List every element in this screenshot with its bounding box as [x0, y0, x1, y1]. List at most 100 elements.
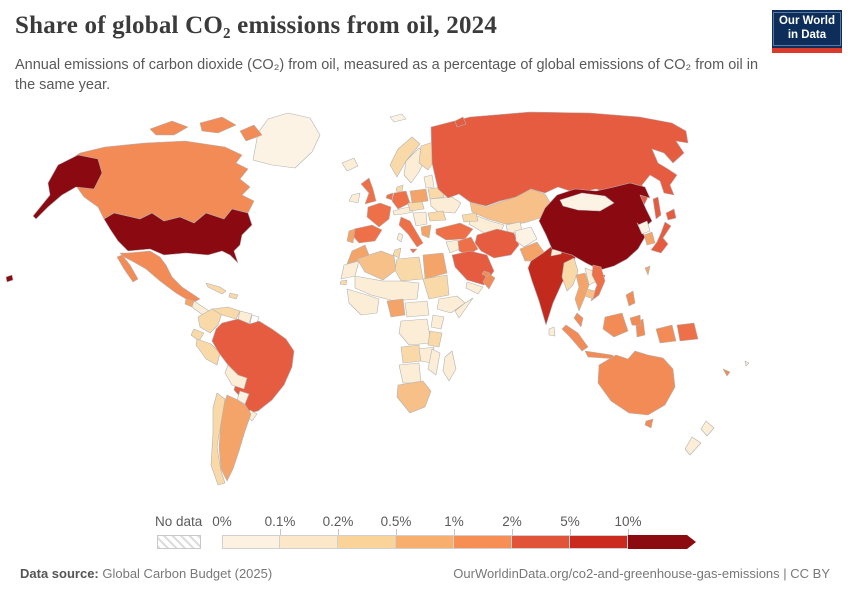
- country-egypt[interactable]: [422, 252, 448, 280]
- legend-bin-4[interactable]: [454, 535, 512, 549]
- country-north-korea[interactable]: [637, 220, 651, 235]
- country-south-korea[interactable]: [643, 231, 656, 246]
- country-philippines-mindanao[interactable]: [629, 314, 642, 327]
- credit-link[interactable]: OurWorldinData.org/co2-and-greenhouse-ga…: [453, 566, 830, 581]
- country-new-zealand-north[interactable]: [700, 420, 715, 437]
- country-venezuela[interactable]: [211, 306, 241, 320]
- legend-bin-5[interactable]: [512, 535, 570, 549]
- country-mali-niger-chad[interactable]: [354, 275, 420, 302]
- country-norway[interactable]: [389, 136, 421, 178]
- country-mongolia[interactable]: [559, 192, 615, 212]
- country-new-caledonia[interactable]: [722, 368, 731, 377]
- country-senegal[interactable]: [339, 279, 348, 286]
- country-russia[interactable]: [430, 111, 689, 208]
- country-ukraine[interactable]: [429, 196, 462, 214]
- country-tunisia[interactable]: [392, 247, 402, 259]
- country-australia[interactable]: [597, 350, 676, 416]
- country-cuba[interactable]: [205, 282, 227, 295]
- country-canada-arctic-island[interactable]: [149, 120, 189, 136]
- country-ethiopia[interactable]: [436, 295, 466, 314]
- country-mexico[interactable]: [119, 250, 201, 304]
- country-baltics[interactable]: [423, 174, 435, 189]
- country-malaysia-borneo[interactable]: [602, 312, 629, 338]
- country-yemen[interactable]: [465, 281, 484, 295]
- country-romania-bulgaria[interactable]: [427, 210, 447, 222]
- country-sri-lanka[interactable]: [548, 326, 556, 337]
- country-kenya[interactable]: [430, 314, 445, 330]
- country-bolivia[interactable]: [224, 364, 248, 390]
- country-indonesia-sumatra[interactable]: [561, 324, 589, 352]
- country-spain[interactable]: [351, 224, 383, 244]
- country-japan[interactable]: [650, 221, 672, 254]
- country-chile[interactable]: [210, 392, 226, 486]
- country-russia-novaya-zemlya[interactable]: [454, 116, 467, 128]
- country-fiji[interactable]: [744, 360, 750, 367]
- country-caucasus[interactable]: [461, 212, 479, 223]
- country-portugal[interactable]: [346, 228, 356, 244]
- country-iceland[interactable]: [341, 157, 359, 172]
- country-indonesia-papua[interactable]: [655, 324, 677, 344]
- country-italy[interactable]: [398, 216, 424, 248]
- legend-bin-6[interactable]: [570, 535, 628, 549]
- country-greece[interactable]: [420, 224, 432, 239]
- country-papua-new-guinea[interactable]: [676, 322, 699, 342]
- country-cameroon-car[interactable]: [404, 300, 430, 318]
- no-data-swatch[interactable]: [157, 535, 201, 549]
- country-cambodia[interactable]: [584, 288, 596, 300]
- country-madagascar[interactable]: [442, 350, 457, 382]
- country-new-zealand-south[interactable]: [684, 436, 702, 456]
- country-malaysia-peninsula[interactable]: [573, 312, 584, 328]
- country-usa-hawaii[interactable]: [5, 274, 14, 283]
- country-somalia[interactable]: [454, 297, 474, 319]
- country-greenland[interactable]: [252, 112, 321, 169]
- country-japan-hokkaido[interactable]: [665, 208, 677, 221]
- country-iran[interactable]: [474, 228, 520, 259]
- country-afghanistan[interactable]: [514, 226, 538, 248]
- country-namibia-botswana[interactable]: [398, 362, 422, 384]
- country-canada-arctic-island[interactable]: [239, 124, 263, 142]
- country-svalbard[interactable]: [389, 113, 407, 123]
- legend-bin-2[interactable]: [338, 535, 396, 549]
- country-myanmar[interactable]: [561, 257, 579, 292]
- country-ireland[interactable]: [348, 192, 361, 204]
- country-libya[interactable]: [394, 256, 424, 282]
- country-benelux[interactable]: [385, 192, 394, 201]
- country-balkans[interactable]: [412, 211, 428, 227]
- country-sudan[interactable]: [422, 274, 450, 300]
- country-philippines-luzon[interactable]: [625, 290, 636, 307]
- country-oman[interactable]: [482, 272, 496, 290]
- legend-bin-3[interactable]: [396, 535, 454, 549]
- owid-logo[interactable]: Our World in Data: [772, 10, 842, 53]
- country-angola[interactable]: [400, 344, 422, 364]
- country-usa-alaska[interactable]: [32, 154, 103, 220]
- country-united-kingdom[interactable]: [360, 177, 377, 205]
- country-nigeria[interactable]: [386, 298, 406, 318]
- legend-bin-0[interactable]: [222, 535, 280, 549]
- country-turkey[interactable]: [435, 222, 474, 241]
- country-poland[interactable]: [409, 188, 429, 204]
- country-thailand[interactable]: [574, 272, 590, 312]
- country-west-africa[interactable]: [346, 288, 380, 316]
- country-germany[interactable]: [391, 190, 411, 210]
- country-france[interactable]: [366, 202, 392, 228]
- country-usa[interactable]: [103, 208, 253, 264]
- country-hispaniola[interactable]: [228, 292, 239, 300]
- country-uae[interactable]: [481, 270, 491, 278]
- country-canada-arctic-island[interactable]: [199, 116, 237, 134]
- country-switzerland-austria[interactable]: [392, 206, 414, 216]
- country-mozambique-zimbabwe[interactable]: [427, 348, 441, 376]
- country-paraguay[interactable]: [236, 390, 250, 405]
- country-italy-sicily[interactable]: [409, 248, 418, 254]
- country-australia-tasmania[interactable]: [644, 418, 654, 429]
- country-brazil[interactable]: [211, 318, 295, 414]
- country-drc[interactable]: [398, 318, 432, 346]
- country-italy-sardinia[interactable]: [396, 232, 404, 243]
- country-denmark[interactable]: [395, 184, 404, 193]
- country-russia-sakhalin[interactable]: [652, 196, 662, 220]
- country-peru[interactable]: [195, 338, 221, 366]
- country-south-africa[interactable]: [396, 380, 432, 414]
- legend-bin-1[interactable]: [280, 535, 338, 549]
- country-mexico-baja[interactable]: [116, 254, 139, 283]
- country-tanzania[interactable]: [427, 330, 443, 348]
- legend-bin-7-arrow[interactable]: [628, 535, 696, 549]
